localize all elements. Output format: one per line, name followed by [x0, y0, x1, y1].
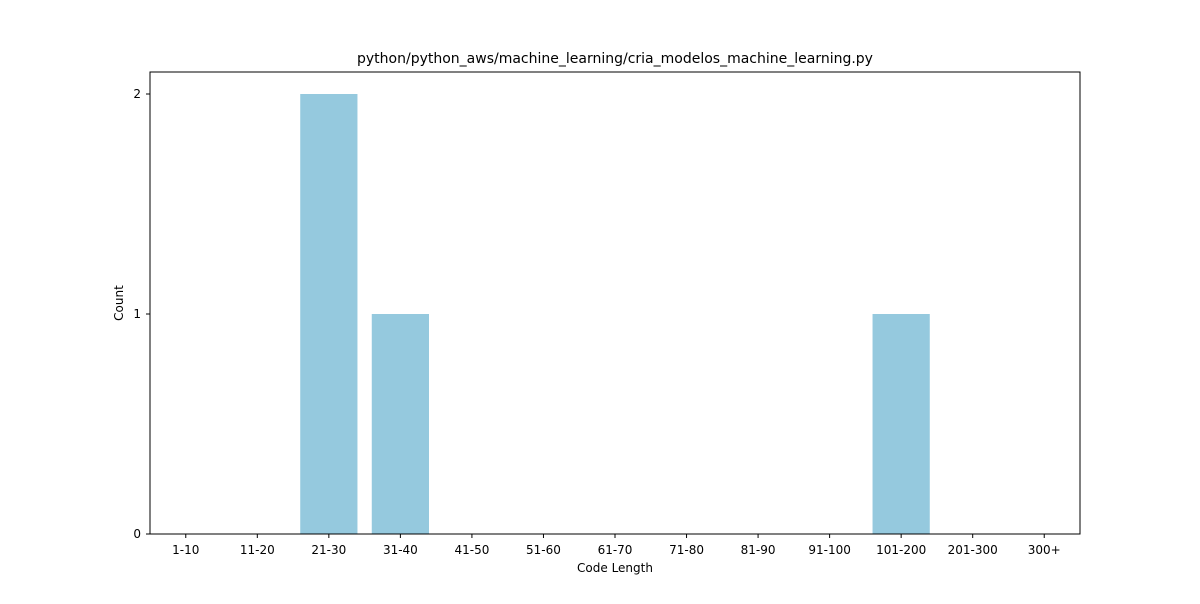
bars-layer [300, 94, 930, 534]
bar-21-30 [300, 94, 357, 534]
x-axis-ticks: 1-10 11-20 21-30 31-40 41-50 51-60 61-70 71-80 8… [172, 534, 1061, 557]
y-tick-label: 1 [133, 307, 141, 321]
x-tick-label: 51-60 [526, 543, 561, 557]
x-tick-label: 31-40 [383, 543, 418, 557]
x-tick-label: 71-80 [669, 543, 704, 557]
y-axis-ticks: 0 1 2 [133, 87, 150, 541]
y-tick-label: 0 [133, 527, 141, 541]
x-tick-label: 300+ [1028, 543, 1061, 557]
x-tick-label: 81-90 [741, 543, 776, 557]
x-tick-label: 201-300 [948, 543, 998, 557]
bar-31-40 [372, 314, 429, 534]
x-tick-label: 21-30 [311, 543, 346, 557]
y-axis-label: Count [112, 285, 126, 321]
x-tick-label: 41-50 [454, 543, 489, 557]
x-tick-label: 61-70 [598, 543, 633, 557]
y-tick-label: 2 [133, 87, 141, 101]
x-tick-label: 11-20 [240, 543, 275, 557]
chart-title: python/python_aws/machine_learning/cria_… [357, 51, 873, 67]
plot-frame [150, 72, 1080, 534]
x-tick-label: 101-200 [876, 543, 926, 557]
x-tick-label: 1-10 [172, 543, 199, 557]
x-tick-label: 91-100 [808, 543, 851, 557]
x-axis-label: Code Length [577, 561, 653, 575]
bar-101-200 [873, 314, 930, 534]
